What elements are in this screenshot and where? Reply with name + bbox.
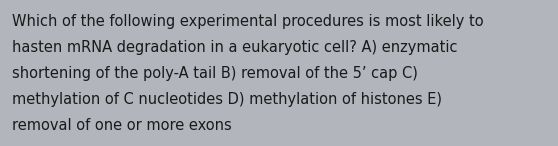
Text: shortening of the poly-A tail B) removal of the 5’ cap C): shortening of the poly-A tail B) removal… [12,66,418,81]
Text: Which of the following experimental procedures is most likely to: Which of the following experimental proc… [12,14,484,29]
Text: hasten mRNA degradation in a eukaryotic cell? A) enzymatic: hasten mRNA degradation in a eukaryotic … [12,40,458,55]
Text: removal of one or more exons: removal of one or more exons [12,118,232,133]
Text: methylation of C nucleotides D) methylation of histones E): methylation of C nucleotides D) methylat… [12,92,442,107]
